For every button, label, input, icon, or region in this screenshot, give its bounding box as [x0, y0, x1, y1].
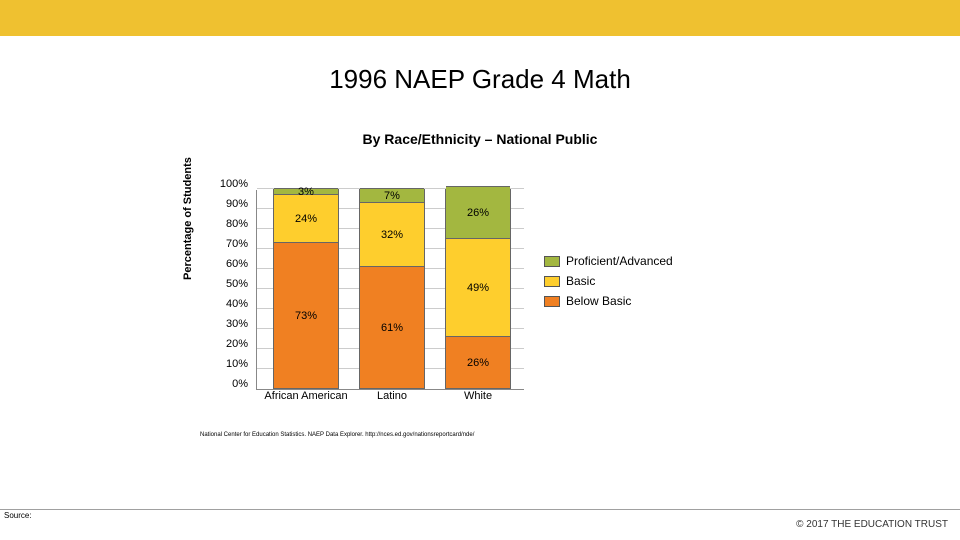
segment-proficient: 7%: [360, 188, 424, 202]
segment-proficient: 26%: [446, 186, 510, 238]
y-axis-ticks: 0%10%20%30%40%50%60%70%80%90%100%: [210, 184, 252, 394]
segment-label: 24%: [274, 213, 338, 225]
category-label: Latino: [349, 390, 435, 402]
legend-item: Basic: [544, 274, 673, 288]
top-accent-bar: [0, 0, 960, 36]
legend-item: Below Basic: [544, 294, 673, 308]
legend-label: Below Basic: [566, 294, 631, 308]
segment-below-basic: 73%: [274, 242, 338, 388]
segment-label: 73%: [274, 310, 338, 322]
bar: 73% 24% 3%: [273, 189, 339, 389]
chart-plot: 73%24%3%African American61%32%7%Latino26…: [256, 190, 524, 390]
y-tick-label: 100%: [206, 178, 248, 190]
legend-swatch: [544, 296, 560, 307]
segment-basic: 24%: [274, 194, 338, 242]
segment-below-basic: 26%: [446, 336, 510, 388]
legend-swatch: [544, 256, 560, 267]
source-label: Source:: [4, 511, 32, 520]
footer-divider: [0, 509, 960, 510]
bar: 26% 49% 26%: [445, 189, 511, 389]
category-label: African American: [263, 390, 349, 402]
category-label: White: [435, 390, 521, 402]
bar: 61% 32% 7%: [359, 189, 425, 389]
segment-basic: 32%: [360, 202, 424, 266]
chart-container: Percentage of Students 0%10%20%30%40%50%…: [200, 190, 760, 420]
y-tick-label: 50%: [206, 278, 248, 290]
chart-subtitle: By Race/Ethnicity – National Public: [0, 131, 960, 147]
segment-label: 61%: [360, 322, 424, 334]
y-tick-label: 30%: [206, 318, 248, 330]
y-axis-label: Percentage of Students: [182, 157, 194, 280]
legend-label: Basic: [566, 274, 595, 288]
y-tick-label: 20%: [206, 338, 248, 350]
segment-label: 3%: [274, 186, 338, 198]
segment-basic: 49%: [446, 238, 510, 336]
y-tick-label: 60%: [206, 258, 248, 270]
segment-label: 7%: [360, 190, 424, 202]
page-title: 1996 NAEP Grade 4 Math: [0, 64, 960, 95]
segment-label: 26%: [446, 207, 510, 219]
y-tick-label: 70%: [206, 238, 248, 250]
y-tick-label: 40%: [206, 298, 248, 310]
copyright: © 2017 THE EDUCATION TRUST: [796, 519, 948, 530]
y-tick-label: 80%: [206, 218, 248, 230]
segment-proficient: 3%: [274, 188, 338, 194]
segment-label: 49%: [446, 282, 510, 294]
y-tick-label: 10%: [206, 358, 248, 370]
chart-legend: Proficient/Advanced Basic Below Basic: [544, 254, 673, 314]
legend-label: Proficient/Advanced: [566, 254, 673, 268]
legend-swatch: [544, 276, 560, 287]
legend-item: Proficient/Advanced: [544, 254, 673, 268]
segment-below-basic: 61%: [360, 266, 424, 388]
y-tick-label: 90%: [206, 198, 248, 210]
source-note: National Center for Education Statistics…: [200, 432, 474, 438]
y-tick-label: 0%: [206, 378, 248, 390]
segment-label: 26%: [446, 357, 510, 369]
segment-label: 32%: [360, 229, 424, 241]
